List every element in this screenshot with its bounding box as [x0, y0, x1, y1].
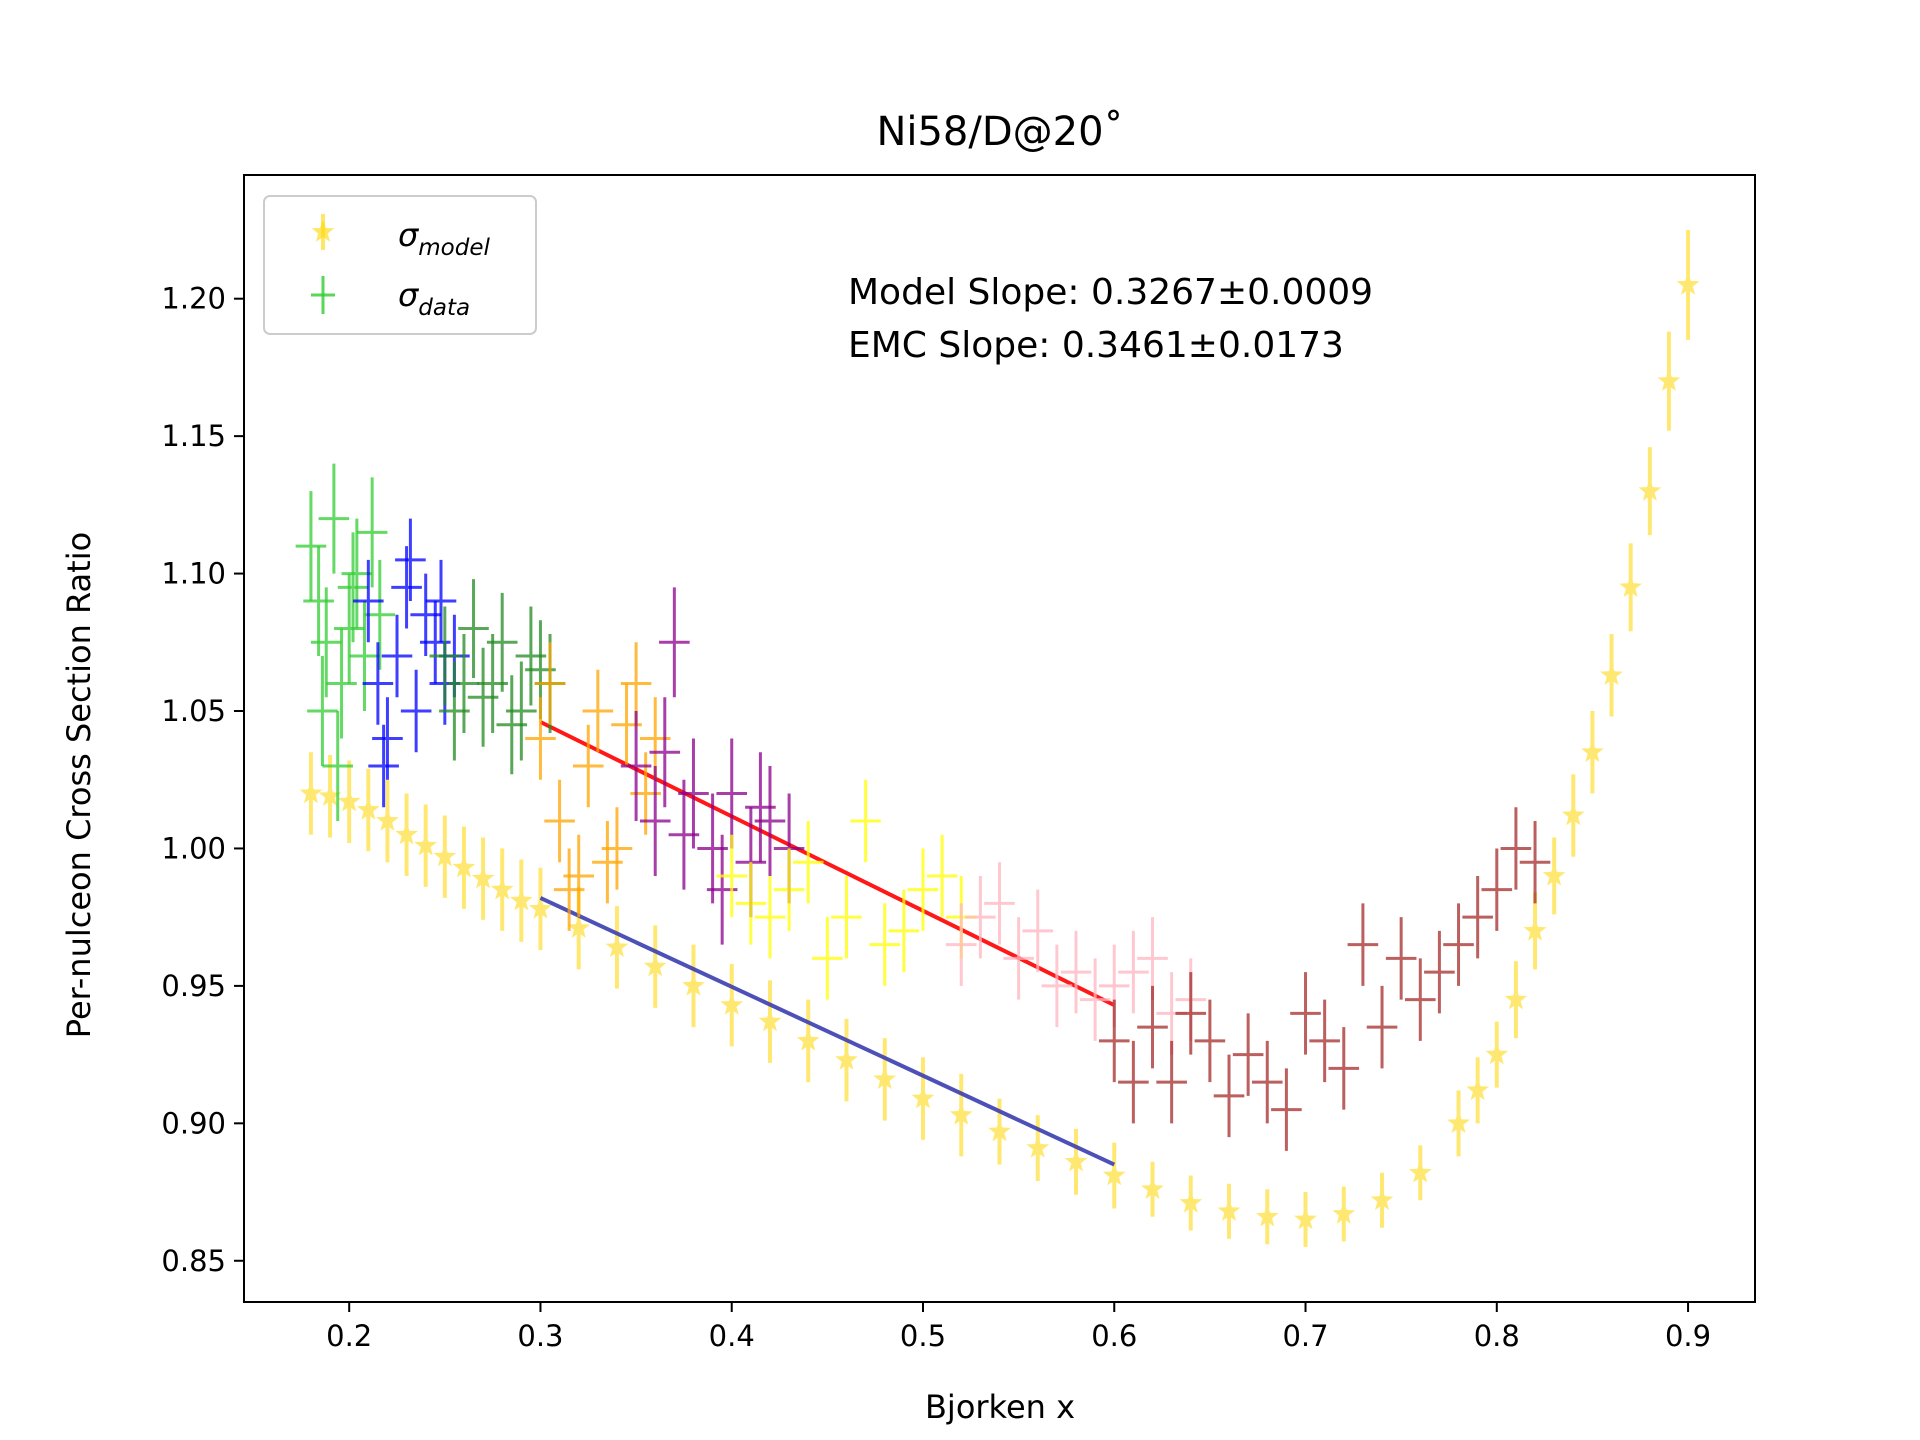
emc-slope-annotation: EMC Slope: 0.3461±0.0173: [848, 325, 1344, 366]
model-slope-annotation: Model Slope: 0.3267±0.0009: [848, 272, 1373, 313]
x-tick-label: 0.4: [709, 1319, 755, 1353]
legend-sub-data: data: [418, 295, 470, 321]
y-tick-label: 1.20: [161, 282, 226, 316]
x-axis-label: Bjorken x: [925, 1388, 1075, 1426]
y-tick-label: 1.15: [161, 419, 226, 453]
y-tick-label: 1.00: [161, 831, 226, 865]
legend-symbol-model: σ: [398, 216, 420, 254]
y-axis-label: Per-nulceon Cross Section Ratio: [60, 532, 98, 1038]
x-tick-label: 0.8: [1474, 1319, 1520, 1353]
legend: σmodel σdata: [264, 196, 536, 334]
y-tick-label: 1.10: [161, 557, 226, 591]
legend-sub-model: model: [418, 235, 490, 261]
y-tick-label: 1.05: [161, 694, 226, 728]
x-tick-label: 0.9: [1665, 1319, 1711, 1353]
y-tick-label: 0.95: [161, 969, 226, 1003]
x-tick-label: 0.3: [517, 1319, 563, 1353]
x-tick-label: 0.2: [326, 1319, 372, 1353]
x-tick-label: 0.5: [900, 1319, 946, 1353]
x-tick-label: 0.7: [1282, 1319, 1328, 1353]
legend-symbol-data: σ: [398, 276, 420, 314]
y-tick-label: 0.85: [161, 1244, 226, 1278]
x-tick-label: 0.6: [1091, 1319, 1137, 1353]
y-tick-label: 0.90: [161, 1106, 226, 1140]
chart-title: Ni58/D@20˚: [876, 109, 1123, 155]
